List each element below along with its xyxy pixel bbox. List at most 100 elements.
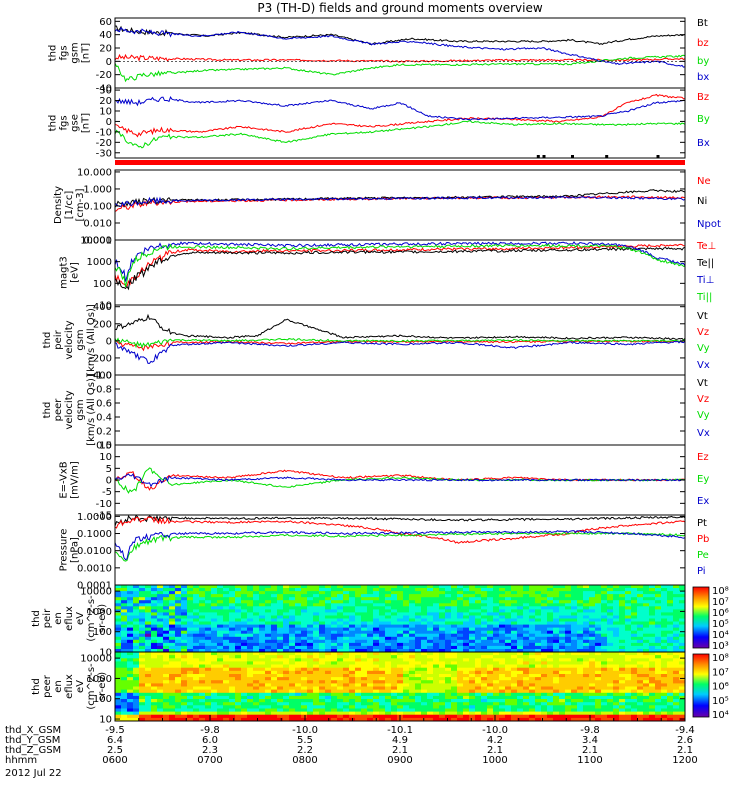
spectrogram-cell	[643, 689, 650, 694]
spectrogram-cell	[325, 585, 332, 589]
spectrogram-cell	[397, 674, 404, 678]
spectrogram-cell	[529, 591, 536, 595]
spectrogram-cell	[427, 618, 434, 623]
spectrogram-cell	[445, 606, 452, 610]
spectrogram-cell	[175, 652, 182, 656]
spectrogram-cell	[349, 692, 356, 697]
spectrogram-cell	[337, 655, 344, 659]
spectrogram-cell	[127, 594, 134, 598]
spectrogram-cell	[667, 624, 674, 629]
spectrogram-cell	[289, 624, 296, 629]
spectrogram-cell	[559, 689, 566, 694]
spectrogram-cell	[127, 624, 134, 629]
spectrogram-cell	[319, 655, 326, 659]
spectrogram-cell	[349, 702, 356, 706]
spectrogram-cell	[583, 612, 590, 616]
spectrogram-cell	[439, 708, 446, 713]
spectrogram-cell	[577, 633, 584, 638]
spectrogram-cell	[337, 585, 344, 589]
spectrogram-cell	[487, 717, 494, 721]
spectrogram-cell	[619, 591, 626, 595]
spectrogram-cell	[571, 674, 578, 678]
spectrogram-cell	[667, 695, 674, 700]
spectrogram-cell	[319, 633, 326, 638]
spectrogram-cell	[325, 609, 332, 613]
spectrogram-cell	[391, 695, 398, 700]
spectrogram-cell	[457, 661, 464, 666]
spectrogram-cell	[637, 633, 644, 638]
spectrogram-cell	[145, 695, 152, 700]
spectrogram-cell	[595, 655, 602, 659]
spectrogram-cell	[421, 658, 428, 662]
spectrogram-cell	[559, 585, 566, 589]
spectrogram-cell	[379, 717, 386, 721]
spectrogram-cell	[121, 606, 128, 610]
spectrogram-cell	[439, 649, 446, 652]
spectrogram-cell	[331, 683, 338, 688]
spectrogram-cell	[589, 649, 596, 652]
spectrogram-cell	[301, 670, 308, 675]
spectrogram-cell	[229, 585, 236, 589]
spectrogram-cell	[259, 689, 266, 694]
spectrogram-cell	[601, 667, 608, 672]
spectrogram-cell	[265, 674, 272, 678]
spectrogram-cell	[409, 627, 416, 632]
spectrogram-cell	[313, 633, 320, 638]
spectrogram-cell	[253, 639, 260, 644]
spectrogram-cell	[679, 639, 685, 644]
spectrogram-cell	[637, 630, 644, 635]
spectrogram-cell	[673, 714, 680, 719]
spectrogram-cell	[547, 649, 554, 652]
spectrogram-cell	[679, 636, 685, 641]
spectrogram-cell	[493, 667, 500, 672]
spectrogram-cell	[529, 624, 536, 629]
spectrogram-cell	[649, 686, 656, 691]
spectrogram-cell	[643, 600, 650, 604]
series-line-density-2	[114, 195, 686, 207]
spectrogram-cell	[205, 658, 212, 662]
spectrogram-cell	[151, 664, 158, 669]
spectrogram-cell	[505, 692, 512, 697]
spectrogram-cell	[499, 711, 506, 716]
spectrogram-cell	[115, 711, 122, 716]
spectrogram-cell	[553, 618, 560, 623]
spectrogram-cell	[655, 674, 662, 678]
spectrogram-cell	[547, 683, 554, 688]
spectrogram-cell	[247, 699, 254, 703]
spectrogram-cell	[151, 642, 158, 647]
spectrogram-cell	[613, 618, 620, 623]
spectrogram-cell	[193, 702, 200, 706]
spectrogram-cell	[133, 627, 140, 632]
y-tick-label: 100	[93, 627, 112, 638]
spectrogram-cell	[481, 705, 488, 709]
spectrogram-cell	[661, 621, 668, 626]
spectrogram-cell	[145, 689, 152, 694]
spectrogram-cell	[379, 652, 386, 656]
spectrogram-cell	[271, 699, 278, 703]
y-axis-label: [nT]	[81, 113, 92, 133]
spectrogram-cell	[499, 689, 506, 694]
spectrogram-cell	[331, 642, 338, 647]
spectrogram-cell	[463, 603, 470, 607]
spectrogram-cell	[295, 627, 302, 632]
legend-pressure-0: Pt	[697, 518, 707, 529]
spectrogram-cell	[559, 658, 566, 662]
spectrogram-cell	[205, 683, 212, 688]
spectrogram-cell	[313, 717, 320, 721]
spectrogram-cell	[475, 664, 482, 669]
spectrogram-cell	[283, 702, 290, 706]
spectrogram-cell	[319, 695, 326, 700]
y-axis-label: eV	[75, 612, 86, 625]
y-axis-label: eflux	[64, 606, 75, 631]
spectrogram-cell	[175, 624, 182, 629]
spectrogram-cell	[583, 708, 590, 713]
spectrogram-cell	[175, 664, 182, 669]
spectrogram-cell	[349, 645, 356, 650]
spectrogram-cell	[145, 645, 152, 650]
spectrogram-cell	[499, 588, 506, 592]
spectrogram-cell	[355, 658, 362, 662]
spectrogram-cell	[247, 667, 254, 672]
spectrogram-cell	[193, 600, 200, 604]
spectrogram-cell	[301, 658, 308, 662]
